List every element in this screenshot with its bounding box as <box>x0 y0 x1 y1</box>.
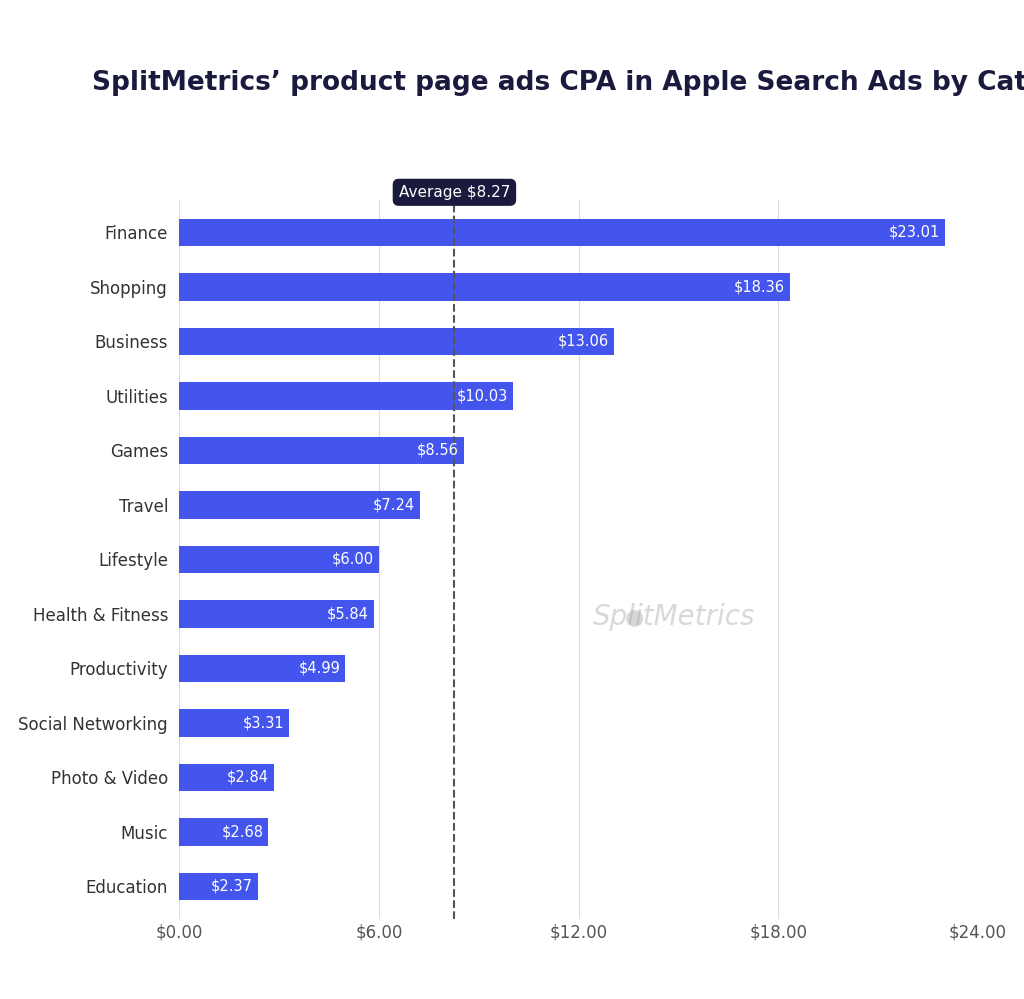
Bar <box>179 709 290 736</box>
Text: $5.84: $5.84 <box>327 606 369 621</box>
Text: $3.31: $3.31 <box>243 715 285 730</box>
Text: SplitMetrics: SplitMetrics <box>593 603 756 631</box>
Bar <box>179 545 379 573</box>
Bar <box>179 328 613 355</box>
Text: ●: ● <box>625 607 644 627</box>
Bar <box>179 383 513 410</box>
Text: $23.01: $23.01 <box>889 225 940 240</box>
Text: $8.56: $8.56 <box>417 443 459 458</box>
Text: $6.00: $6.00 <box>332 551 374 567</box>
Bar <box>179 818 268 845</box>
Bar <box>179 764 273 791</box>
Bar <box>179 274 791 301</box>
Text: $2.68: $2.68 <box>221 824 263 839</box>
Text: $4.99: $4.99 <box>298 661 340 676</box>
Text: $10.03: $10.03 <box>457 389 508 404</box>
Text: $18.36: $18.36 <box>734 280 785 295</box>
Text: Average $8.27: Average $8.27 <box>398 185 510 200</box>
Text: SplitMetrics’ product page ads CPA in Apple Search Ads by Category: SplitMetrics’ product page ads CPA in Ap… <box>92 70 1024 96</box>
Text: $7.24: $7.24 <box>373 498 415 512</box>
Text: $13.06: $13.06 <box>558 334 609 349</box>
Bar <box>179 873 258 900</box>
Text: $2.84: $2.84 <box>226 770 268 785</box>
Bar <box>179 492 420 518</box>
Bar <box>179 219 945 246</box>
Bar <box>179 600 374 627</box>
Text: $2.37: $2.37 <box>211 879 253 894</box>
Bar <box>179 654 345 682</box>
Bar <box>179 437 464 465</box>
